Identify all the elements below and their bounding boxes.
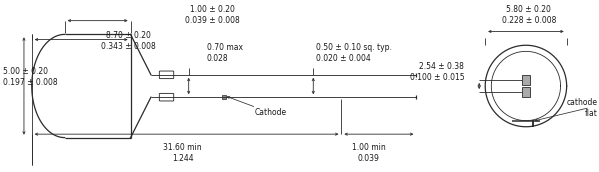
Text: 1.00 ± 0.20
0.039 ± 0.008: 1.00 ± 0.20 0.039 ± 0.008 xyxy=(185,5,240,25)
Text: 0.50 ± 0.10 sq. typ.
0.020 ± 0.004: 0.50 ± 0.10 sq. typ. 0.020 ± 0.004 xyxy=(316,43,392,63)
Text: 31.60 min
1.244: 31.60 min 1.244 xyxy=(164,143,202,163)
Text: 2.54 ± 0.38
0.100 ± 0.015: 2.54 ± 0.38 0.100 ± 0.015 xyxy=(410,62,464,82)
Text: 0.70 max
0.028: 0.70 max 0.028 xyxy=(207,43,243,63)
Text: Cathode: Cathode xyxy=(255,108,287,117)
Bar xyxy=(522,75,530,85)
FancyBboxPatch shape xyxy=(159,93,174,101)
Text: cathode
flat: cathode flat xyxy=(567,98,598,118)
FancyBboxPatch shape xyxy=(159,71,174,79)
Text: 1.00 min
0.039: 1.00 min 0.039 xyxy=(352,143,385,163)
Bar xyxy=(522,87,530,97)
Text: 5.80 ± 0.20
0.228 ± 0.008: 5.80 ± 0.20 0.228 ± 0.008 xyxy=(502,5,556,25)
Text: 8.70 ± 0.20
0.343 ± 0.008: 8.70 ± 0.20 0.343 ± 0.008 xyxy=(101,31,156,51)
Bar xyxy=(222,95,226,99)
Text: 5.00 ± 0.20
0.197 ± 0.008: 5.00 ± 0.20 0.197 ± 0.008 xyxy=(3,67,58,87)
